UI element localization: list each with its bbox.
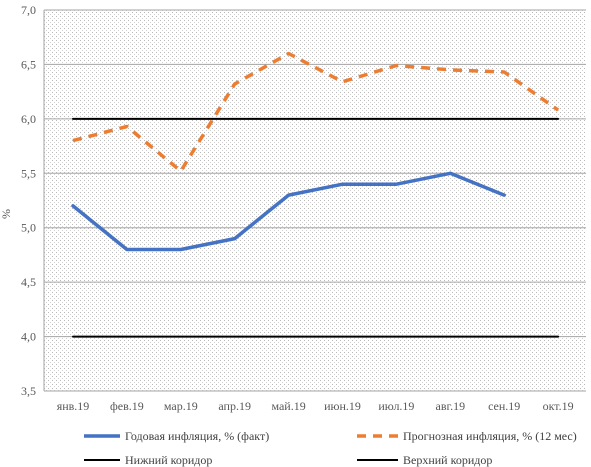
- legend-label-1: Прогнозная инфляция, % (12 мес): [403, 429, 577, 443]
- y-axis-label: %: [0, 209, 13, 219]
- y-tick-label: 5,5: [21, 166, 36, 180]
- y-tick-label: 6,5: [21, 57, 36, 71]
- y-tick-label: 3,5: [21, 384, 36, 398]
- y-tick-label: 6,0: [21, 112, 36, 126]
- legend-label-3: Верхний коридор: [403, 453, 492, 467]
- y-tick-label: 7,0: [21, 3, 36, 17]
- x-tick-label: май.19: [271, 399, 305, 413]
- x-tick-label: июн.19: [324, 399, 361, 413]
- x-tick-label: апр.19: [218, 399, 251, 413]
- series-line-1: [72, 51, 560, 173]
- legend: Годовая инфляция, % (факт) Прогнозная инф…: [84, 429, 577, 467]
- x-tick-label: июл.19: [378, 399, 414, 413]
- y-axis-ticks: 3,5 4,0 4,5 5,0 5,5 6,0 6,5 7,0: [21, 3, 36, 398]
- legend-label-2: Нижний коридор: [125, 453, 212, 467]
- x-tick-label: фев.19: [110, 399, 144, 413]
- plot-area-background: [44, 10, 586, 391]
- x-axis-ticks: янв.19 фев.19 мар.19 апр.19 май.19 июн.19 июл.…: [57, 399, 574, 413]
- x-tick-label: сен.19: [488, 399, 520, 413]
- y-tick-label: 5,0: [21, 221, 36, 235]
- x-tick-label: янв.19: [57, 399, 90, 413]
- x-tick-label: мар.19: [164, 399, 198, 413]
- legend-label-0: Годовая инфляция, % (факт): [125, 429, 269, 443]
- series-line-0: [71, 171, 506, 252]
- y-tick-label: 4,5: [21, 275, 36, 289]
- x-tick-label: окт.19: [543, 399, 574, 413]
- x-tick-label: авг.19: [436, 399, 466, 413]
- series-layer: [71, 51, 560, 338]
- y-tick-label: 4,0: [21, 330, 36, 344]
